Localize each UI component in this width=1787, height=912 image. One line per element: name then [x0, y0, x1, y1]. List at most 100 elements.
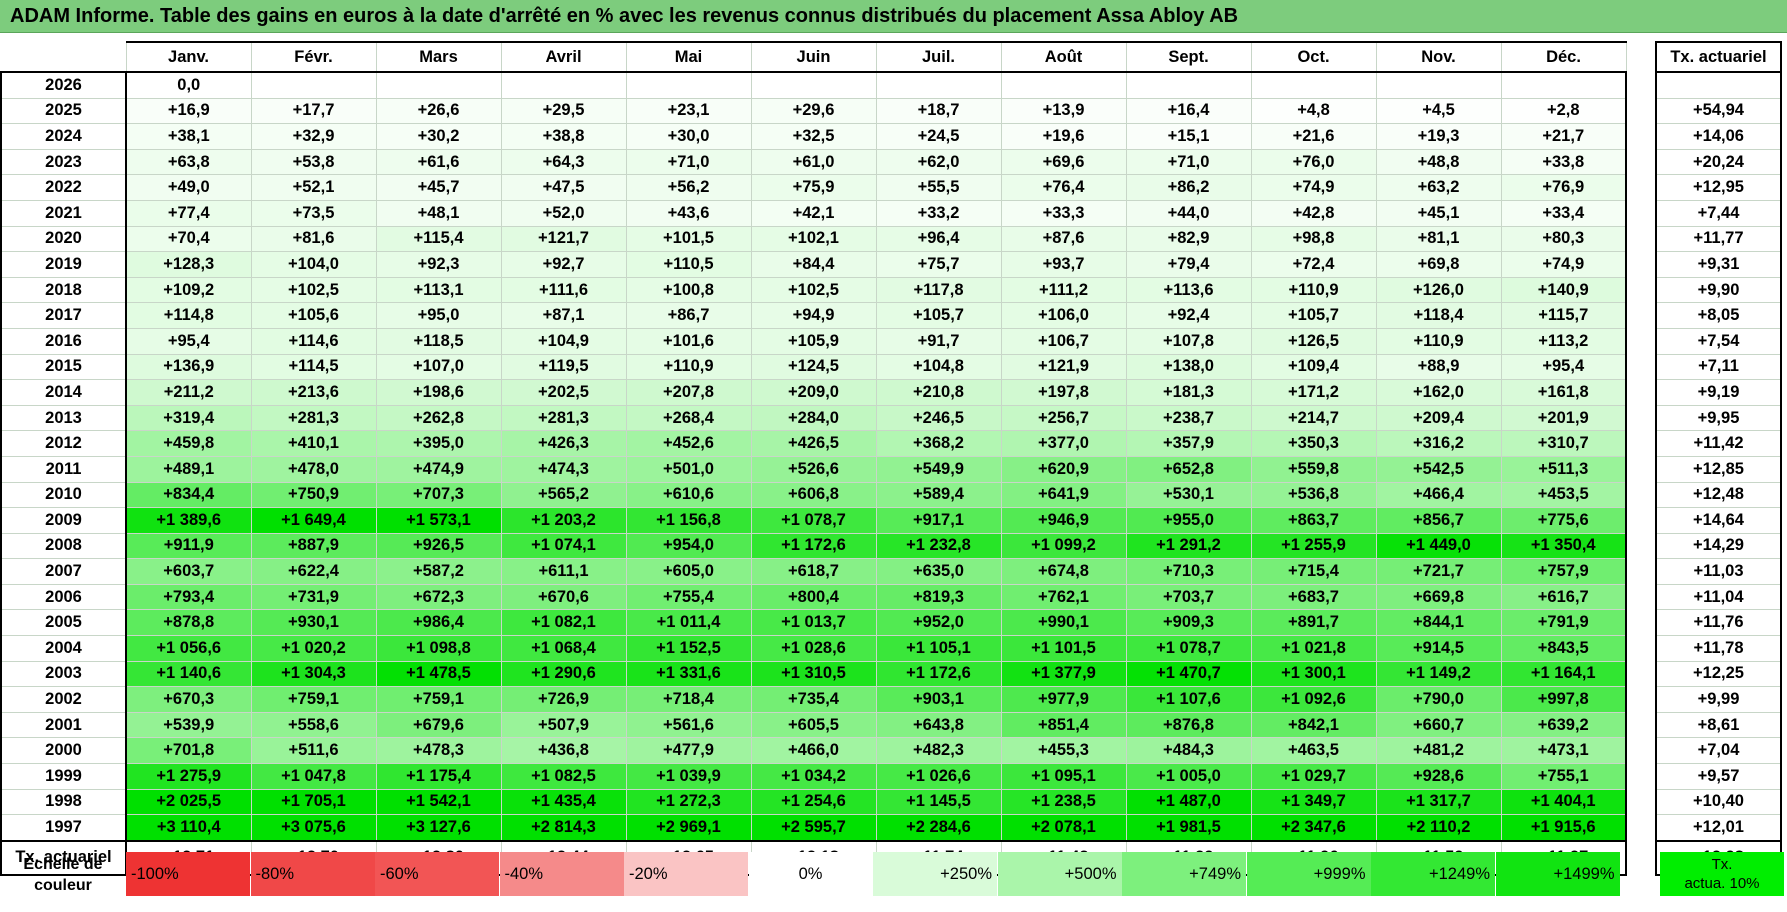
gain-cell: +4,5 [1375, 97, 1502, 125]
legend-swatch: -20% [624, 852, 748, 896]
gain-cell: +977,9 [1000, 686, 1127, 713]
gain-cell: +790,0 [1375, 686, 1502, 713]
gain-cell: +952,0 [875, 609, 1002, 637]
column-gap [1626, 507, 1656, 534]
gain-cell: +618,7 [750, 558, 877, 585]
gain-cell: +1 349,7 [1250, 788, 1377, 816]
gain-cell: +161,8 [1500, 379, 1627, 406]
gain-cell: +1 098,8 [375, 635, 502, 662]
gain-cell: +1 290,6 [500, 660, 627, 688]
gain-cell: +674,8 [1000, 558, 1127, 585]
gain-cell: +1 255,9 [1250, 532, 1377, 560]
gain-cell: +16,9 [125, 97, 252, 125]
gain-cell: +16,4 [1125, 97, 1252, 125]
gain-cell: +1 005,0 [1125, 763, 1252, 790]
table-row: 1998 +2 025,5 +1 705,1 +1 542,1 +1 435,4 +1 2… [0, 788, 1782, 816]
year-cell: 2014 [0, 379, 127, 406]
gain-cell: +1 377,9 [1000, 660, 1127, 688]
column-gap [1626, 584, 1656, 610]
gain-cell: +110,9 [1250, 276, 1377, 304]
gain-cell: +819,3 [875, 583, 1002, 611]
gain-cell: +481,2 [1375, 737, 1502, 765]
gain-cell: +750,9 [250, 481, 377, 509]
year-cell: 2005 [0, 609, 127, 637]
gain-cell: +726,9 [500, 686, 627, 713]
gain-cell: +1 272,3 [625, 788, 752, 816]
gain-cell: +162,0 [1375, 379, 1502, 406]
gain-cell: +197,8 [1000, 379, 1127, 406]
gain-cell: +117,8 [875, 276, 1002, 304]
gain-cell: +478,3 [375, 737, 502, 765]
gain-cell: +1 470,7 [1125, 660, 1252, 688]
gain-cell: +672,3 [375, 583, 502, 611]
gain-cell: +61,0 [750, 148, 877, 176]
tx-actuariel-cell: +10,40 [1655, 788, 1782, 816]
gain-cell: +71,0 [625, 148, 752, 176]
gain-cell: +876,8 [1125, 711, 1252, 739]
gain-cell: +109,2 [125, 276, 252, 304]
tx-actuariel-cell: +7,44 [1655, 199, 1782, 227]
gain-cell: +126,5 [1250, 327, 1377, 355]
gain-cell: +42,8 [1250, 199, 1377, 227]
tx-actuariel-cell: +12,95 [1655, 174, 1782, 201]
year-cell: 2004 [0, 635, 127, 662]
gain-cell: +64,3 [500, 148, 627, 176]
gain-cell: +1 021,8 [1250, 635, 1377, 662]
gain-cell: +1 389,6 [125, 507, 252, 534]
gain-cell: +75,7 [875, 251, 1002, 278]
gain-cell: +91,7 [875, 327, 1002, 355]
gain-cell: +715,4 [1250, 558, 1377, 585]
gain-cell: +622,4 [250, 558, 377, 585]
gain-cell: +843,5 [1500, 635, 1627, 662]
legend-swatch: +250% [873, 852, 997, 896]
gain-cell: +903,1 [875, 686, 1002, 713]
gain-cell: +87,1 [500, 302, 627, 329]
gain-cell: +606,8 [750, 481, 877, 509]
column-gap [1626, 609, 1656, 636]
month-header-6: Juin [750, 41, 877, 73]
gain-cell [1250, 71, 1377, 99]
table-row: 1999 +1 275,9 +1 047,8 +1 175,4 +1 082,5 +1 0… [0, 763, 1782, 790]
gain-cell: +3 110,4 [125, 814, 252, 842]
gain-cell: +1 449,0 [1375, 532, 1502, 560]
gain-cell: +111,2 [1000, 276, 1127, 304]
gain-cell: +33,4 [1500, 199, 1627, 227]
gain-cell: +775,6 [1500, 507, 1627, 534]
gain-cell: +104,8 [875, 353, 1002, 381]
gain-cell: +482,3 [875, 737, 1002, 765]
gain-cell: +29,5 [500, 97, 627, 125]
gain-cell: +1 082,1 [500, 609, 627, 637]
tx-actuariel-cell: +11,77 [1655, 225, 1782, 253]
gain-cell: +526,6 [750, 455, 877, 483]
year-cell: 2016 [0, 327, 127, 355]
gain-cell: +26,6 [375, 97, 502, 125]
table-row: 2003 +1 140,6 +1 304,3 +1 478,5 +1 290,6 +1 3… [0, 660, 1782, 688]
legend-tx-actuariel-swatch: Tx. actua. 10% [1660, 852, 1784, 896]
gain-cell: +735,4 [750, 686, 877, 713]
gain-cell: +452,6 [625, 430, 752, 457]
month-header-5: Mai [625, 41, 752, 73]
column-gap [1626, 763, 1656, 790]
gain-cell: +95,0 [375, 302, 502, 329]
gain-cell: +755,1 [1500, 763, 1627, 790]
gain-cell: +914,5 [1375, 635, 1502, 662]
gain-cell: +21,7 [1500, 123, 1627, 150]
gain-cell: +1 238,5 [1000, 788, 1127, 816]
month-header-3: Mars [375, 41, 502, 73]
color-scale-legend: Echelle de couleur -100% -80% -60% -40% -20%… [0, 849, 1787, 901]
gain-cell: +1 542,1 [375, 788, 502, 816]
gain-cell: +844,1 [1375, 609, 1502, 637]
gain-cell: +45,1 [1375, 199, 1502, 227]
gain-cell: +511,3 [1500, 455, 1627, 483]
gain-cell [1500, 71, 1627, 99]
gain-cell: +281,3 [500, 404, 627, 432]
year-cell: 2010 [0, 481, 127, 509]
gain-cell: +118,4 [1375, 302, 1502, 329]
gain-cell: +316,2 [1375, 430, 1502, 457]
gain-cell: +2 025,5 [125, 788, 252, 816]
column-gap [1626, 226, 1656, 252]
gain-cell [875, 71, 1002, 99]
gain-cell: +1 078,7 [1125, 635, 1252, 662]
gain-cell: +2 078,1 [1000, 814, 1127, 842]
column-gap [1626, 354, 1656, 380]
